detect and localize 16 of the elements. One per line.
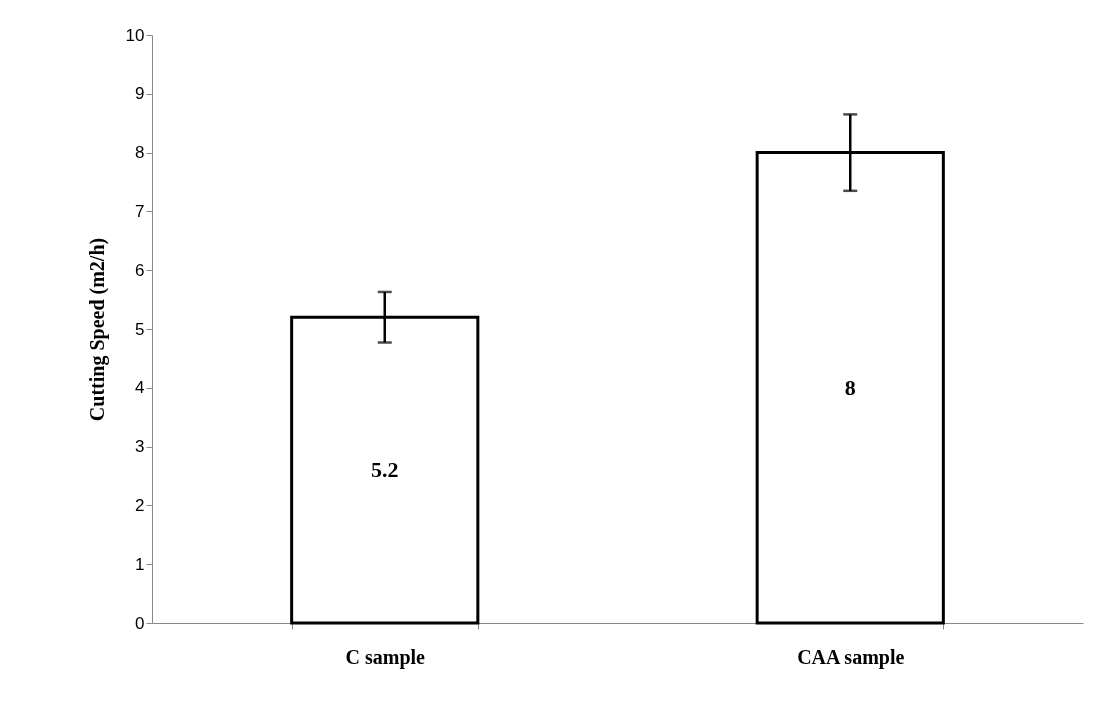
y-tick-label: 2 (135, 495, 145, 515)
y-tick-label: 5 (135, 319, 145, 339)
y-tick-label: 8 (135, 143, 145, 163)
y-tick-label: 3 (135, 437, 145, 457)
y-axis-title: Cutting Speed (m2/h) (85, 237, 109, 422)
x-tick-label: CAA sample (797, 645, 905, 669)
y-tick-label: 10 (125, 25, 145, 45)
y-tick-label: 9 (135, 84, 145, 104)
y-tick-label: 0 (135, 613, 145, 633)
data-label: 8 (844, 374, 856, 400)
y-tick-label: 7 (135, 201, 145, 221)
y-tick-label: 6 (135, 260, 145, 280)
y-tick-label: 1 (135, 554, 145, 574)
y-tick-label: 4 (135, 378, 145, 398)
data-label: 5.2 (371, 457, 399, 483)
x-tick-label: C sample (345, 645, 426, 669)
